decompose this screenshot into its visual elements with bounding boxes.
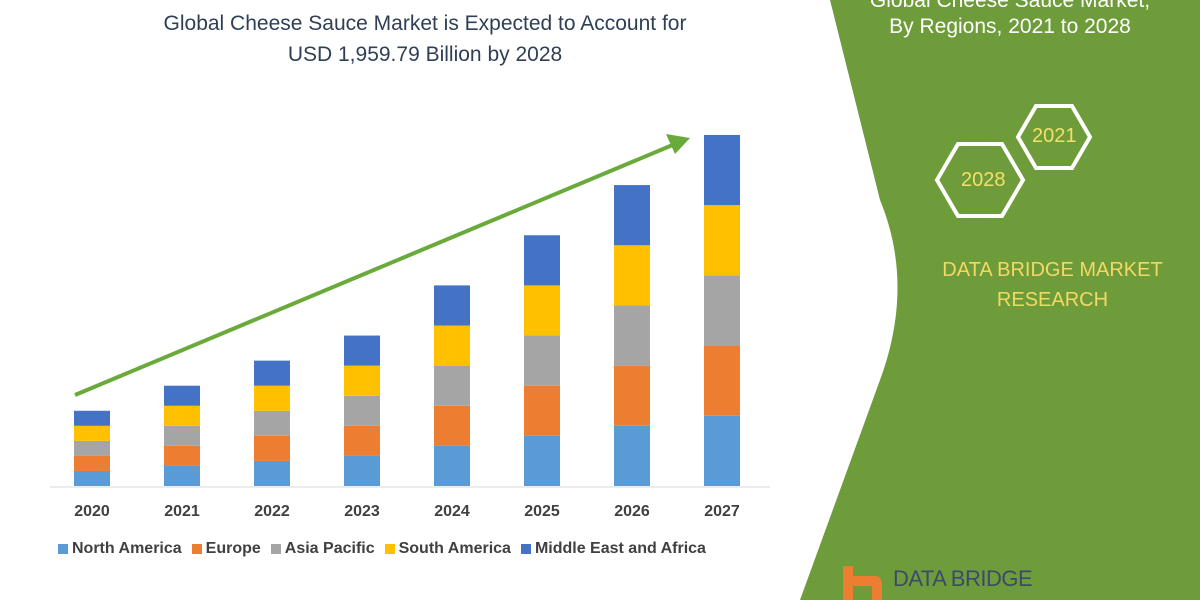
bar-2022-south-america [254, 385, 290, 411]
legend-item: South America [384, 540, 511, 558]
bar-2022-north-america [254, 460, 290, 486]
bar-2026-south-america [614, 245, 650, 306]
bar-2020-middle-east-and-africa [74, 410, 110, 426]
bar-2022-asia-pacific [254, 410, 290, 436]
bar-2021-south-america [164, 405, 200, 426]
bar-2026-north-america [614, 425, 650, 486]
bar-2021-north-america [164, 465, 200, 486]
legend-swatch [58, 544, 68, 554]
hex-label-2028: 2028 [961, 169, 1006, 191]
legend-label: Europe [205, 540, 261, 557]
bar-2024-north-america [434, 445, 470, 486]
x-tick-label: 2021 [164, 503, 200, 520]
legend-label: Asia Pacific [284, 540, 375, 557]
bar-2027-north-america [704, 415, 740, 486]
legend-label: Middle East and Africa [534, 540, 706, 557]
bar-2021-middle-east-and-africa [164, 385, 200, 406]
legend-label: North America [72, 540, 182, 557]
bar-2023-asia-pacific [344, 395, 380, 426]
bar-2025-north-america [524, 435, 560, 486]
x-tick-label: 2024 [434, 503, 470, 520]
bar-2025-asia-pacific [524, 335, 560, 386]
bar-2021-europe [164, 445, 200, 466]
brand-line1: DATA BRIDGE MARKET [942, 259, 1163, 281]
bar-2024-europe [434, 405, 470, 446]
side-title-line1: Global Cheese Sauce Market, [869, 0, 1151, 12]
bar-2021-asia-pacific [164, 425, 200, 446]
bar-2020-north-america [74, 470, 110, 486]
bar-2024-south-america [434, 325, 470, 366]
legend-item: Europe [191, 540, 261, 558]
brand-line2: RESEARCH [996, 289, 1109, 311]
trend-arrow [74, 134, 690, 397]
bars [74, 134, 740, 486]
bar-2023-europe [344, 425, 380, 456]
logo-text: DATA BRIDGE [893, 566, 1033, 591]
bar-2025-middle-east-and-africa [524, 235, 560, 286]
legend-swatch [191, 544, 202, 554]
legend-swatch [384, 544, 395, 554]
bar-2026-europe [614, 365, 650, 426]
legend-label: South America [398, 540, 511, 557]
chart-title-line1: Global Cheese Sauce Market is Expected t… [163, 12, 687, 35]
bar-2027-middle-east-and-africa [704, 134, 740, 206]
bar-2022-europe [254, 435, 290, 461]
bar-2027-south-america [704, 205, 740, 276]
legend-item: Middle East and Africa [520, 540, 706, 558]
bar-2027-asia-pacific [704, 275, 740, 346]
x-tick-label: 2026 [614, 503, 650, 520]
bar-2027-europe [704, 345, 740, 416]
x-tick-label: 2027 [704, 503, 740, 520]
hexagon-2028 [934, 142, 1026, 218]
bar-2025-europe [524, 385, 560, 436]
x-tick-label: 2023 [344, 503, 380, 520]
bar-2023-middle-east-and-africa [344, 335, 380, 366]
legend-item: North America [58, 540, 182, 558]
bar-2025-south-america [524, 285, 560, 336]
bar-2026-asia-pacific [614, 305, 650, 366]
bar-2023-north-america [344, 455, 380, 486]
chart-title-line2: USD 1,959.79 Billion by 2028 [287, 43, 563, 66]
bar-2024-asia-pacific [434, 365, 470, 406]
bar-2020-south-america [74, 425, 110, 441]
bar-2022-middle-east-and-africa [254, 360, 290, 386]
hex-label-2021: 2021 [1032, 125, 1077, 147]
side-title-line2: By Regions, 2021 to 2028 [889, 15, 1131, 38]
x-tick-label: 2020 [74, 503, 110, 520]
x-tick-label: 2022 [254, 503, 290, 520]
hexagon-2021 [1015, 104, 1093, 170]
green-side-panel [800, 0, 1200, 600]
bar-2023-south-america [344, 365, 380, 396]
bar-2020-europe [74, 455, 110, 471]
legend-item: Asia Pacific [270, 540, 375, 558]
logo-mark [843, 566, 882, 600]
bar-2024-middle-east-and-africa [434, 285, 470, 326]
bar-2020-asia-pacific [74, 440, 110, 456]
legend: North America Europe Asia Pacific South Ame… [58, 540, 706, 558]
x-tick-label: 2025 [524, 503, 560, 520]
bar-2026-middle-east-and-africa [614, 185, 650, 246]
legend-swatch [520, 544, 531, 554]
legend-swatch [270, 544, 281, 554]
